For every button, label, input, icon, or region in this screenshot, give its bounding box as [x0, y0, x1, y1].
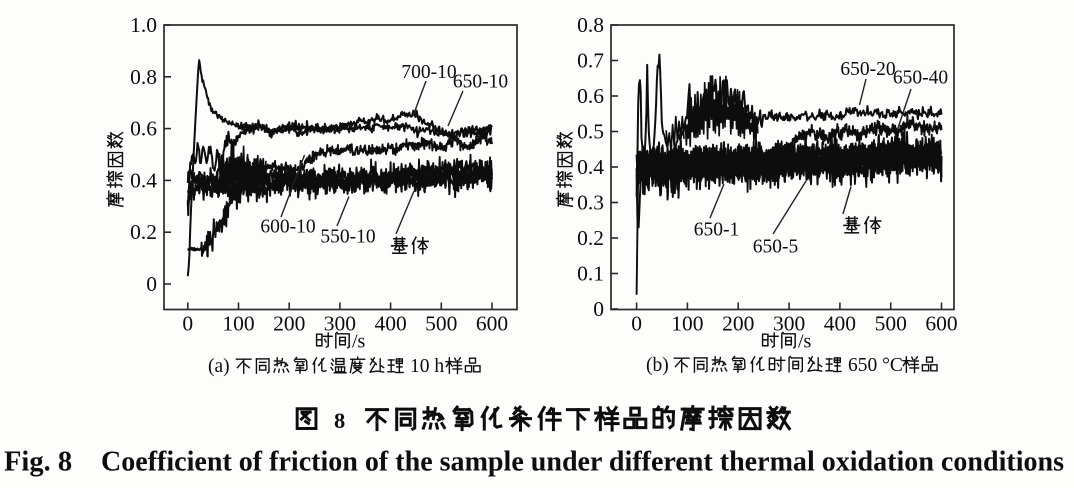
svg-text:600: 600 — [925, 312, 957, 336]
svg-text:500: 500 — [875, 312, 907, 336]
svg-text:0.4: 0.4 — [130, 168, 157, 192]
svg-text:Coefficient of friction of the: Coefficient of friction of the sample un… — [101, 447, 1064, 478]
svg-text:8: 8 — [334, 408, 345, 433]
svg-text:1.0: 1.0 — [130, 13, 157, 37]
svg-text:200: 200 — [273, 312, 305, 336]
svg-text:0.6: 0.6 — [130, 117, 157, 141]
svg-text:0: 0 — [593, 297, 604, 321]
svg-text:650-1: 650-1 — [694, 220, 740, 241]
svg-text:0.4: 0.4 — [577, 155, 604, 179]
svg-text:0.5: 0.5 — [577, 120, 604, 144]
svg-text:0.2: 0.2 — [577, 226, 604, 250]
svg-text:650 °C: 650 °C — [848, 355, 903, 376]
svg-text:0.3: 0.3 — [577, 191, 604, 215]
svg-text:400: 400 — [824, 312, 856, 336]
svg-text:650-10: 650-10 — [453, 72, 508, 93]
svg-text:0.2: 0.2 — [130, 220, 157, 244]
svg-text:100: 100 — [222, 312, 254, 336]
svg-text:700-10: 700-10 — [401, 62, 456, 83]
svg-text:0: 0 — [631, 312, 642, 336]
svg-text:400: 400 — [374, 312, 406, 336]
svg-text:650-20: 650-20 — [840, 59, 895, 80]
svg-text:650-5: 650-5 — [753, 237, 799, 258]
svg-text:300: 300 — [324, 312, 356, 336]
svg-text:100: 100 — [671, 312, 703, 336]
svg-text:0: 0 — [182, 312, 193, 336]
svg-text:300: 300 — [773, 312, 805, 336]
svg-text:600-10: 600-10 — [260, 217, 315, 238]
svg-text:(a): (a) — [208, 356, 230, 377]
svg-text:(b): (b) — [646, 355, 669, 376]
svg-text:0.8: 0.8 — [577, 13, 604, 37]
svg-text:/s: /s — [798, 331, 812, 353]
svg-text:550-10: 550-10 — [320, 227, 375, 248]
svg-text:650-40: 650-40 — [893, 68, 948, 89]
svg-text:600: 600 — [476, 312, 508, 336]
svg-text:0.6: 0.6 — [577, 84, 604, 108]
svg-text:/s: /s — [352, 331, 366, 353]
svg-text:0.7: 0.7 — [577, 49, 604, 73]
svg-text:0.8: 0.8 — [130, 65, 157, 89]
svg-text:Fig. 8: Fig. 8 — [4, 447, 72, 478]
svg-text:500: 500 — [425, 312, 457, 336]
svg-text:0.1: 0.1 — [577, 262, 604, 286]
svg-text:200: 200 — [722, 312, 754, 336]
svg-text:0: 0 — [146, 272, 157, 296]
svg-text:10 h: 10 h — [410, 356, 444, 377]
